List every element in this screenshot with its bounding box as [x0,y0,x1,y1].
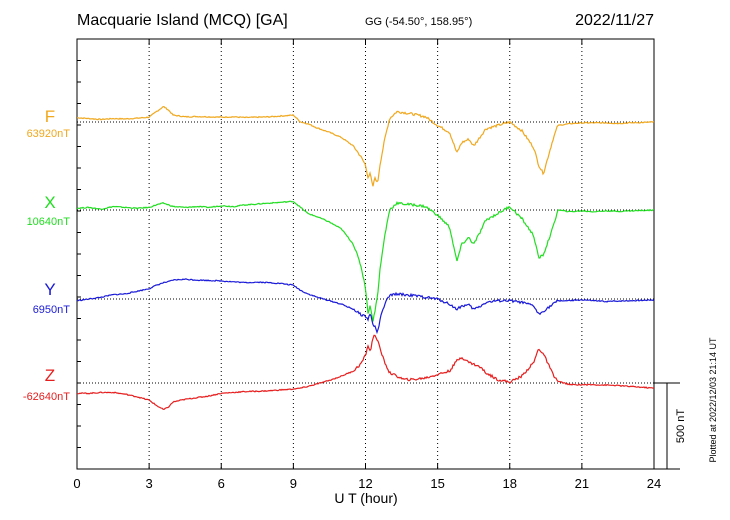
series-baseline-value-x: 10640nT [27,216,71,228]
scale-bar: 500 nT [654,382,687,470]
series-baseline-value-f: 63920nT [27,128,71,140]
x-axis-label: U T (hour) [334,490,397,506]
series-name-z: Z [45,366,55,385]
date-label: 2022/11/27 [575,12,654,29]
series-name-y: Y [44,280,55,299]
series-line-x [76,200,655,322]
scale-bar-label: 500 nT [675,409,687,444]
series-line-y [76,278,655,335]
x-tick-label: 0 [73,476,80,491]
series-name-f: F [45,107,55,126]
x-axis-tick-labels: 0 3 6 9 12 15 18 21 24 [73,476,661,491]
x-tick-label: 18 [503,476,517,491]
series-name-x: X [44,193,55,212]
coordinates-label: GG (-54.50°, 158.95°) [365,16,472,28]
series-baseline-value-y: 6950nT [33,304,71,316]
x-tick-label: 21 [575,476,589,491]
x-tick-label: 6 [218,476,225,491]
series-line-z [76,334,655,411]
x-tick-label: 24 [647,476,661,491]
x-tick-label: 12 [358,476,372,491]
series-line-f [77,105,655,187]
x-tick-label: 15 [430,476,444,491]
series-labels: F 63920nT X 10640nT Y 6950nT Z -62640nT [23,107,70,403]
x-tick-label: 3 [146,476,153,491]
x-axis-ticks [76,38,655,470]
series-baseline-value-z: -62640nT [23,391,70,403]
x-tick-label: 9 [290,476,297,491]
series-lines [76,105,655,411]
plotted-timestamp: Plotted at 2022/12/03 21:14 UT [708,337,718,463]
vertical-gridlines [148,39,583,469]
station-title: Macquarie Island (MCQ) [GA] [77,12,288,29]
